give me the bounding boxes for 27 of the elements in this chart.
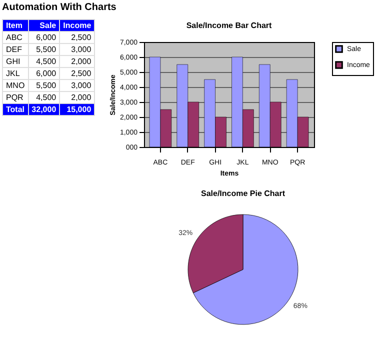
text: 6,000	[28, 32, 60, 44]
text: Automation With Charts	[2, 2, 116, 13]
text: Sale	[28, 20, 60, 32]
text: PQR	[2, 92, 28, 104]
text: Income	[60, 20, 95, 32]
text: Item	[2, 20, 28, 32]
text: 2,000	[60, 92, 95, 104]
text: 32,000	[28, 104, 60, 116]
text: DEF	[2, 44, 28, 56]
chart-title: Sale/Income Bar Chart	[186, 21, 272, 30]
text: 2,500	[60, 32, 95, 44]
text: Total	[2, 104, 28, 116]
text: 5,500	[28, 44, 60, 56]
text: MNO	[2, 80, 28, 92]
text: 3,000	[60, 80, 95, 92]
text: 15,000	[60, 104, 95, 116]
text: 4,500	[28, 92, 60, 104]
text: 6,000	[28, 68, 60, 80]
text: 2,500	[60, 68, 95, 80]
text: 3,000	[60, 44, 95, 56]
text: 2,000	[60, 56, 95, 68]
text: 5,500	[28, 80, 60, 92]
text: GHI	[2, 56, 28, 68]
text: ABC	[2, 32, 28, 44]
text: 4,500	[28, 56, 60, 68]
text: JKL	[2, 68, 28, 80]
chart-title: Sale/Income Pie Chart	[200, 189, 286, 198]
